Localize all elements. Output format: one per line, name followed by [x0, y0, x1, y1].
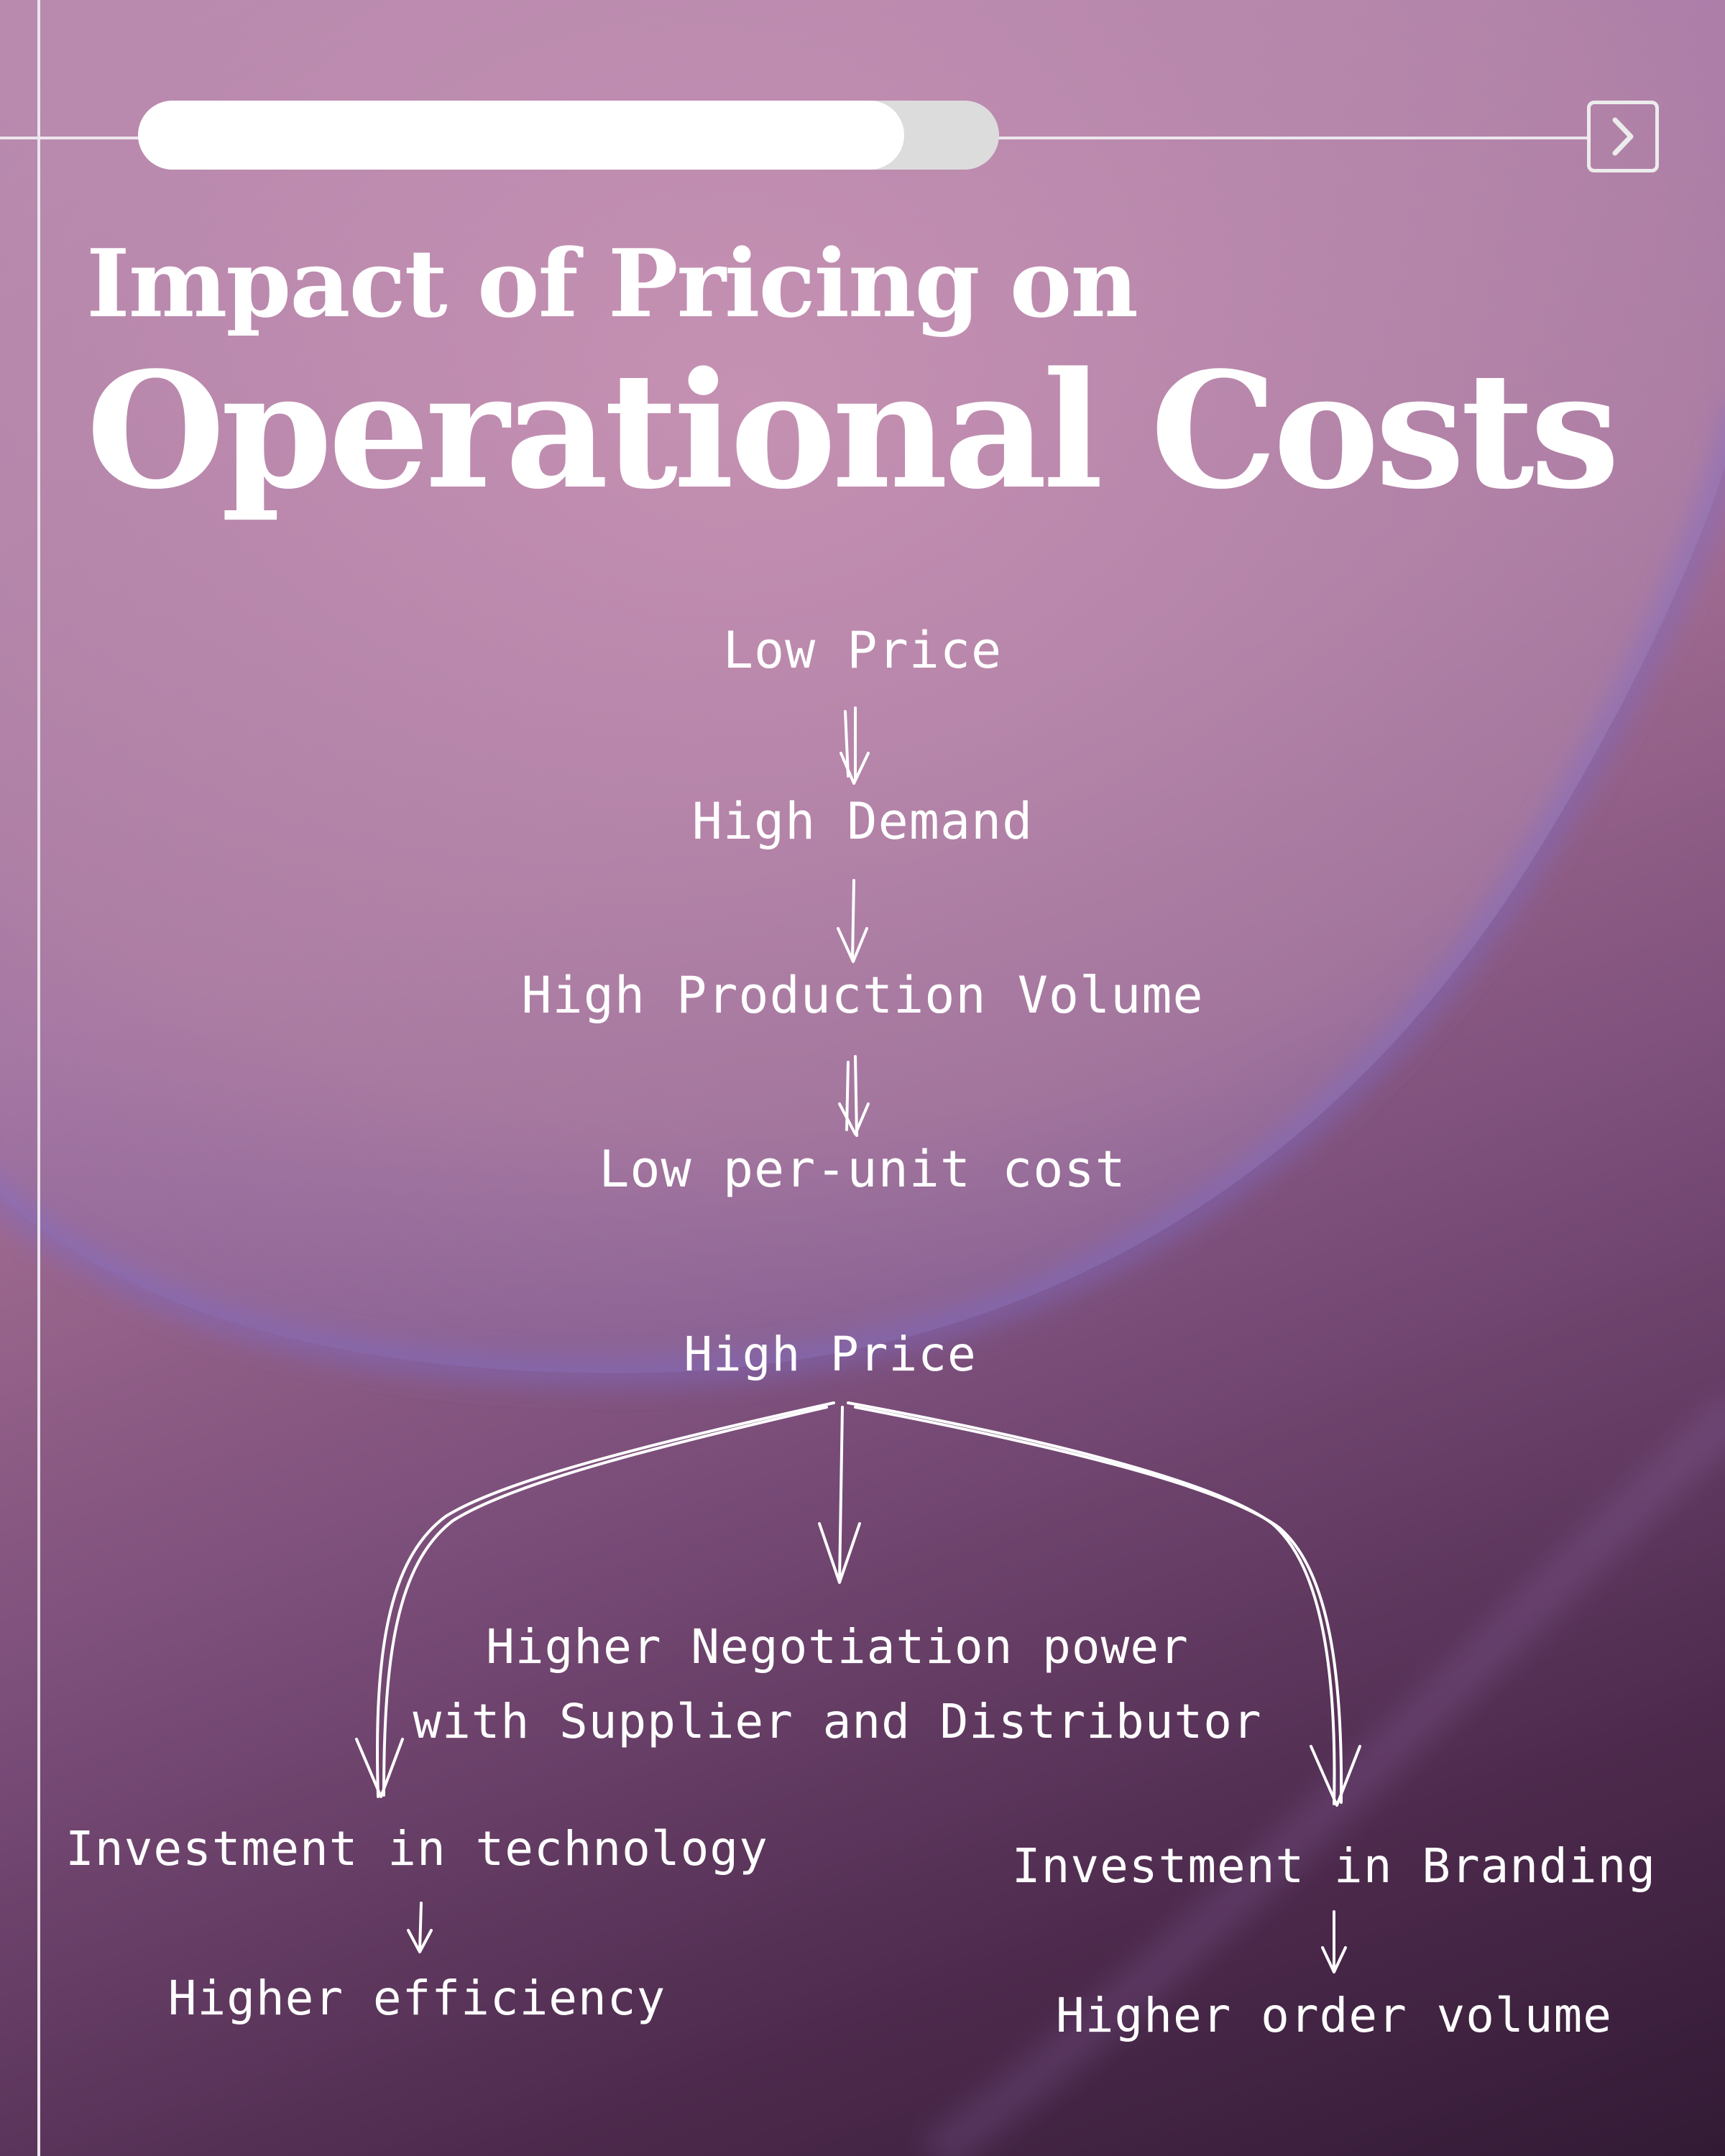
progress-bar — [138, 101, 999, 170]
background-blob-glow — [0, 419, 1725, 1386]
arrow-technology-to-efficiency — [407, 1902, 433, 1953]
arrow-high-price-to-technology — [355, 1401, 835, 1798]
arrow-high-price-to-negotiation — [818, 1406, 861, 1584]
arrow-branding-to-order-volume — [1321, 1910, 1347, 1973]
node-high-price: High Price — [684, 1327, 977, 1382]
arrow-low-price-to-high-demand — [840, 706, 870, 785]
node-investment-in-branding: Investment in Branding — [1011, 1838, 1657, 1894]
background-lower-glow — [921, 1392, 1725, 2156]
background-blob — [0, 0, 1725, 1373]
node-investment-in-technology: Investment in technology — [65, 1821, 768, 1876]
node-low-per-unit-cost: Low per-unit cost — [599, 1140, 1126, 1199]
chevron-right-icon — [1612, 117, 1634, 156]
title-line-1: Impact of Pricing on — [86, 229, 1138, 338]
negotiation-line-2: with Supplier and Distributor — [413, 1694, 1262, 1749]
arrow-high-price-to-branding — [847, 1401, 1361, 1807]
node-high-production-volume: High Production Volume — [521, 966, 1204, 1025]
next-slide-button[interactable] — [1587, 101, 1659, 172]
node-high-demand: High Demand — [691, 792, 1034, 851]
progress-bar-fill — [138, 101, 905, 170]
arrow-production-to-per-unit-cost — [838, 1055, 870, 1137]
node-higher-order-volume: Higher order volume — [1056, 1988, 1612, 2043]
negotiation-line-1: Higher Negotiation power — [486, 1619, 1189, 1674]
node-higher-negotiation-power: Higher Negotiation power with Supplier a… — [413, 1610, 1261, 1759]
node-higher-efficiency: Higher efficiency — [167, 1971, 666, 2026]
node-low-price: Low Price — [722, 621, 1003, 680]
arrow-high-demand-to-production — [837, 879, 868, 963]
title-line-2: Operational Costs — [86, 338, 1620, 525]
